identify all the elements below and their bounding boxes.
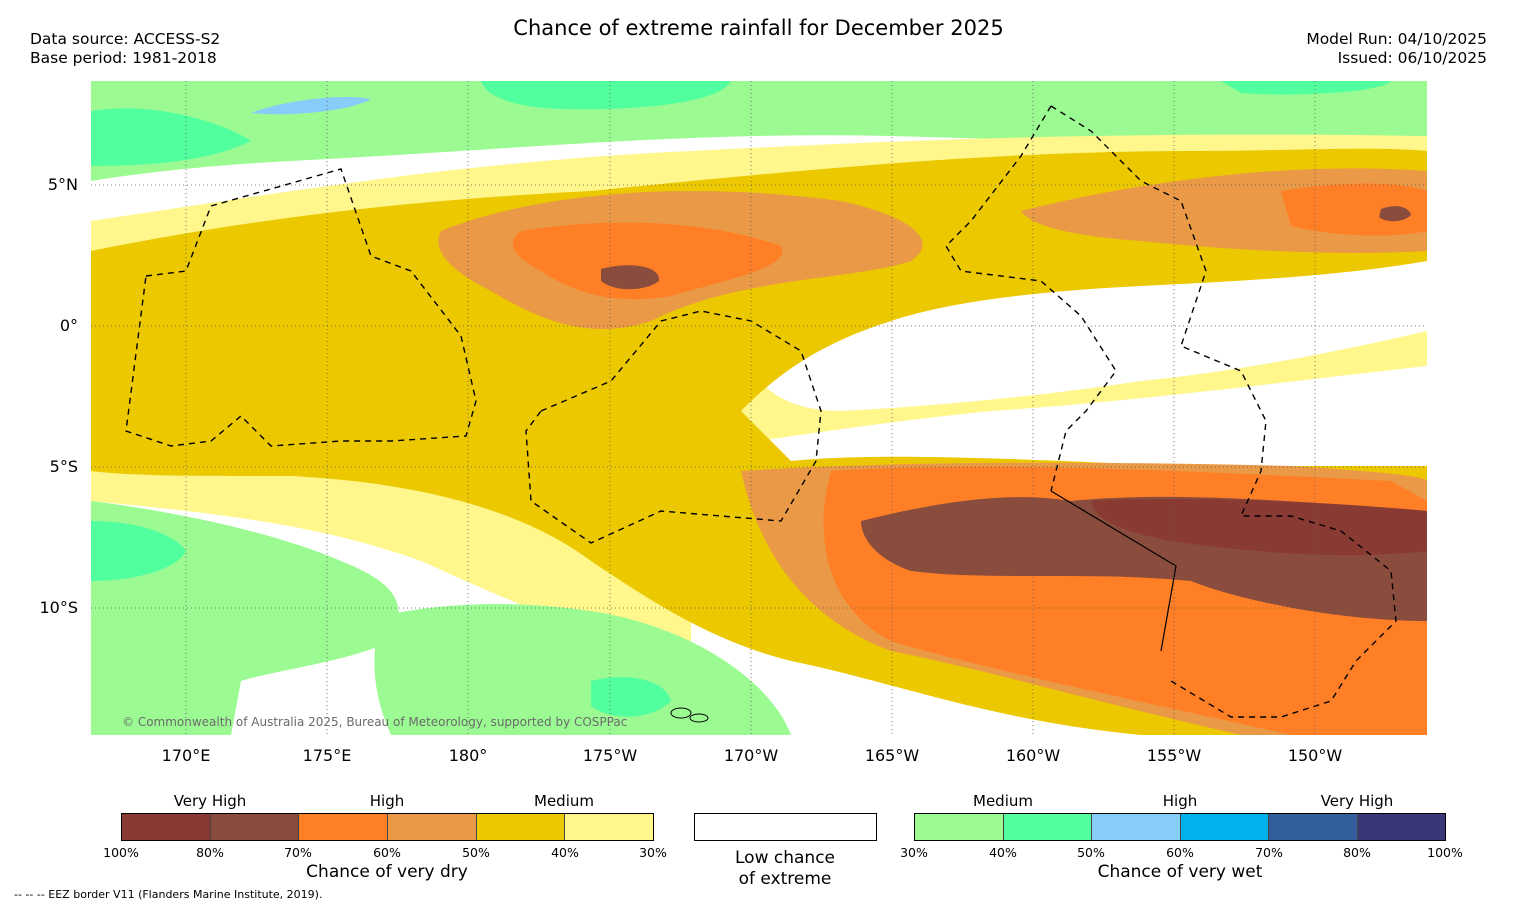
dry-tick: 50% (462, 845, 490, 860)
wet-high-samoa (591, 677, 671, 717)
dry-swatch-0 (122, 814, 211, 840)
x-tick: 160°W (1005, 746, 1061, 765)
y-tick-10s: 10°S (39, 598, 78, 617)
x-tick: 175°W (582, 746, 638, 765)
dry-60-north (512, 222, 783, 300)
model-run: Model Run: 04/10/2025 (1306, 30, 1487, 48)
y-tick-0: 0° (59, 316, 78, 335)
dry-swatch-5 (565, 814, 654, 840)
low-chance-line1: Low chance (735, 848, 835, 868)
wet-legend-high: High (1162, 792, 1198, 810)
wet-high-north-east (1221, 81, 1391, 95)
gridlines (91, 81, 1427, 735)
wet-high-north-west (91, 108, 251, 166)
wet-swatch-3 (1180, 814, 1269, 840)
solid-border (1050, 490, 1177, 652)
wet-legend-title: Chance of very wet (1097, 862, 1263, 882)
copyright-text: © Commonwealth of Australia 2025, Bureau… (122, 715, 628, 729)
dry-swatch-4 (476, 814, 566, 840)
dry-60-ne (1281, 183, 1427, 236)
wet-legend-bar (914, 813, 1446, 841)
wet-tick: 100% (1427, 845, 1463, 860)
wet-tick: 60% (1166, 845, 1194, 860)
dry-tick: 60% (373, 845, 401, 860)
x-tick: 150°W (1287, 746, 1343, 765)
dry-legend-medium: Medium (534, 792, 594, 810)
wet-medium-north (91, 81, 1427, 181)
y-tick-5s: 5°S (49, 457, 78, 476)
wet-legend-very-high: Very High (1320, 792, 1394, 810)
dry-tick: 30% (639, 845, 667, 860)
dry-legend-title: Chance of very dry (306, 862, 468, 882)
wet-medium-samoa (374, 604, 791, 735)
rainfall-map (91, 81, 1427, 735)
wet-swatch-2 (1092, 814, 1181, 840)
x-tick: 170°W (723, 746, 779, 765)
x-tick: 180° (448, 746, 488, 765)
island-upolu (670, 707, 692, 719)
wet-high-south-west (91, 521, 186, 581)
wet-legend-medium: Medium (973, 792, 1033, 810)
wet-vhigh-north (251, 96, 371, 115)
wet-tick: 80% (1343, 845, 1371, 860)
meta-left: Data source: ACCESS-S2 Base period: 1981… (30, 30, 220, 68)
data-source: Data source: ACCESS-S2 (30, 30, 221, 48)
dry-70-north (601, 265, 660, 290)
eez-borders (125, 105, 1397, 718)
issued-date: Issued: 06/10/2025 (1337, 49, 1487, 67)
wet-swatch-0 (915, 814, 1004, 840)
map-title: Chance of extreme rainfall for December … (513, 16, 1004, 40)
x-tick: 170°E (161, 746, 211, 765)
island-savaii (689, 713, 709, 723)
eez-border-mid (945, 105, 1117, 492)
dry-legend-bar (121, 813, 654, 841)
base-period: Base period: 1981-2018 (30, 49, 217, 67)
wet-high-north-center (481, 81, 731, 110)
eez-note: -- -- -- EEZ border V11 (Flanders Marine… (14, 888, 323, 901)
wet-tick: 50% (1077, 845, 1105, 860)
low-chance-swatch (694, 813, 877, 841)
wet-tick: 30% (900, 845, 928, 860)
dry-tick: 100% (103, 845, 139, 860)
wet-swatch-1 (1003, 814, 1092, 840)
x-tick: 175°E (302, 746, 352, 765)
wet-tick: 40% (989, 845, 1017, 860)
x-tick: 165°W (864, 746, 920, 765)
wet-tick: 70% (1255, 845, 1283, 860)
dry-70-ne (1379, 206, 1411, 222)
dry-tick: 40% (551, 845, 579, 860)
islands (670, 707, 709, 723)
eez-border-kiribati-west (125, 168, 477, 447)
dry-swatch-2 (299, 814, 389, 840)
low-chance-line2: of extreme (738, 869, 832, 889)
wet-swatch-4 (1269, 814, 1358, 840)
dry-tick: 70% (284, 845, 312, 860)
wet-swatch-5 (1357, 814, 1445, 840)
dry-legend-high: High (369, 792, 405, 810)
dry-swatch-1 (210, 814, 300, 840)
x-tick: 155°W (1146, 746, 1202, 765)
y-tick-5n: 5°N (47, 175, 78, 194)
dry-legend-very-high: Very High (173, 792, 247, 810)
dry-swatch-3 (388, 814, 477, 840)
dry-tick: 80% (196, 845, 224, 860)
meta-right: Model Run: 04/10/2025 Issued: 06/10/2025 (1306, 30, 1487, 68)
dry-vhigh-south (1091, 499, 1427, 556)
